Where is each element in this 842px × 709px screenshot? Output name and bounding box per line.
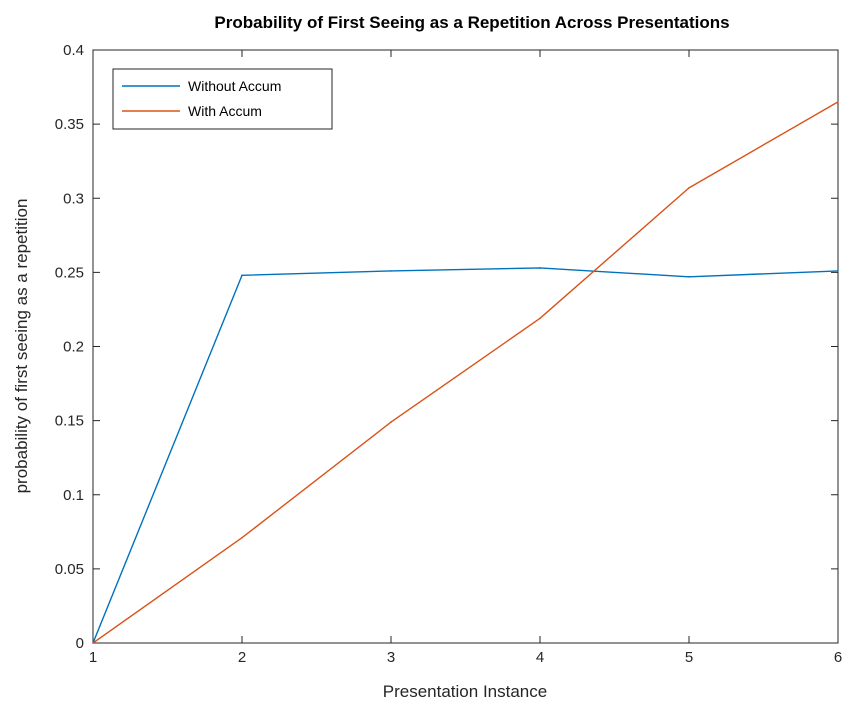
y-tick-label: 0.1 — [63, 487, 84, 504]
x-tick-label: 4 — [536, 649, 544, 666]
legend: Without Accum With Accum — [112, 68, 333, 130]
y-tick-label: 0.2 — [63, 339, 84, 356]
series-line-with-accum — [92, 101, 839, 644]
x-tick-label: 5 — [685, 649, 693, 666]
data-point-with-accum — [688, 187, 690, 189]
x-tick-label: 6 — [834, 649, 842, 666]
data-point-without-accum — [539, 267, 541, 269]
chart-title: Probability of First Seeing as a Repetit… — [214, 13, 729, 32]
data-point-with-accum — [241, 536, 243, 539]
data-point-with-accum — [92, 642, 94, 644]
data-point-without-accum — [241, 274, 243, 277]
x-tick-label: 2 — [238, 649, 246, 666]
data-point-with-accum — [390, 421, 392, 423]
y-tick-label: 0.25 — [55, 264, 84, 281]
legend-label-with-accum: With Accum — [188, 103, 262, 119]
x-tick-label: 1 — [89, 649, 97, 666]
y-axis-label: probability of first seeing as a repetit… — [12, 199, 31, 494]
legend-box — [112, 68, 333, 130]
x-axis-label: Presentation Instance — [383, 682, 547, 701]
y-axis-ticks: 0 0.05 0.1 0.15 0.2 0.25 0.3 0.35 0.4 — [55, 42, 838, 652]
y-tick-label: 0.15 — [55, 413, 84, 430]
y-tick-label: 0.4 — [63, 42, 84, 59]
data-point-without-accum — [837, 270, 839, 272]
plot-area — [92, 49, 839, 644]
series-layer — [92, 101, 839, 644]
y-tick-label: 0.35 — [55, 116, 84, 133]
data-point-without-accum — [390, 270, 392, 272]
y-tick-label: 0 — [76, 635, 84, 652]
data-point-with-accum — [837, 101, 839, 103]
x-tick-label: 3 — [387, 649, 395, 666]
x-axis-ticks: 1 2 3 4 5 6 — [89, 50, 842, 666]
series-line-without-accum — [92, 267, 839, 644]
y-tick-label: 0.05 — [55, 561, 84, 578]
legend-label-without-accum: Without Accum — [188, 78, 281, 94]
data-point-with-accum — [539, 317, 541, 320]
y-tick-label: 0.3 — [63, 190, 84, 207]
data-point-without-accum — [688, 276, 690, 278]
